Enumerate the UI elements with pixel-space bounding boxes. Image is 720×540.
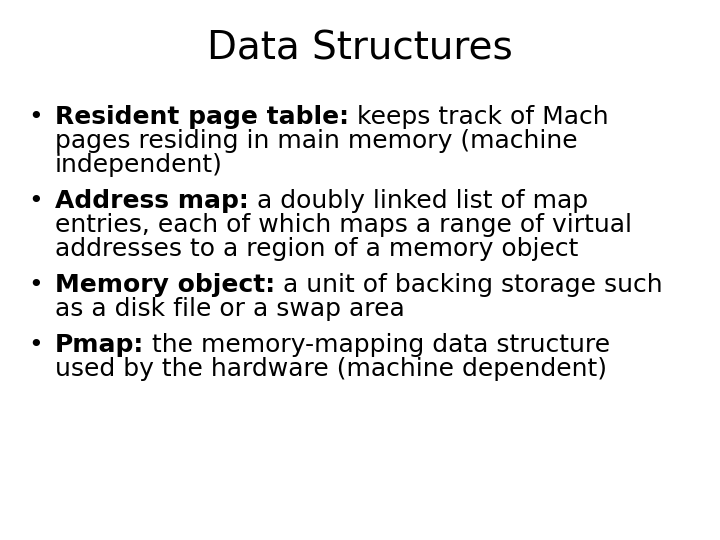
- Text: a unit of backing storage such: a unit of backing storage such: [275, 273, 662, 297]
- Text: •: •: [28, 105, 42, 129]
- Text: as a disk file or a swap area: as a disk file or a swap area: [55, 297, 405, 321]
- Text: a doubly linked list of map: a doubly linked list of map: [248, 189, 588, 213]
- Text: Resident page table:: Resident page table:: [55, 105, 349, 129]
- Text: •: •: [28, 273, 42, 297]
- Text: Data Structures: Data Structures: [207, 30, 513, 68]
- Text: used by the hardware (machine dependent): used by the hardware (machine dependent): [55, 357, 607, 381]
- Text: keeps track of Mach: keeps track of Mach: [349, 105, 608, 129]
- Text: Memory object:: Memory object:: [55, 273, 275, 297]
- Text: •: •: [28, 333, 42, 357]
- Text: pages residing in main memory (machine: pages residing in main memory (machine: [55, 129, 577, 153]
- Text: independent): independent): [55, 153, 223, 177]
- Text: Address map:: Address map:: [55, 189, 248, 213]
- Text: •: •: [28, 189, 42, 213]
- Text: entries, each of which maps a range of virtual: entries, each of which maps a range of v…: [55, 213, 632, 237]
- Text: addresses to a region of a memory object: addresses to a region of a memory object: [55, 237, 578, 261]
- Text: Pmap:: Pmap:: [55, 333, 144, 357]
- Text: the memory-mapping data structure: the memory-mapping data structure: [144, 333, 611, 357]
